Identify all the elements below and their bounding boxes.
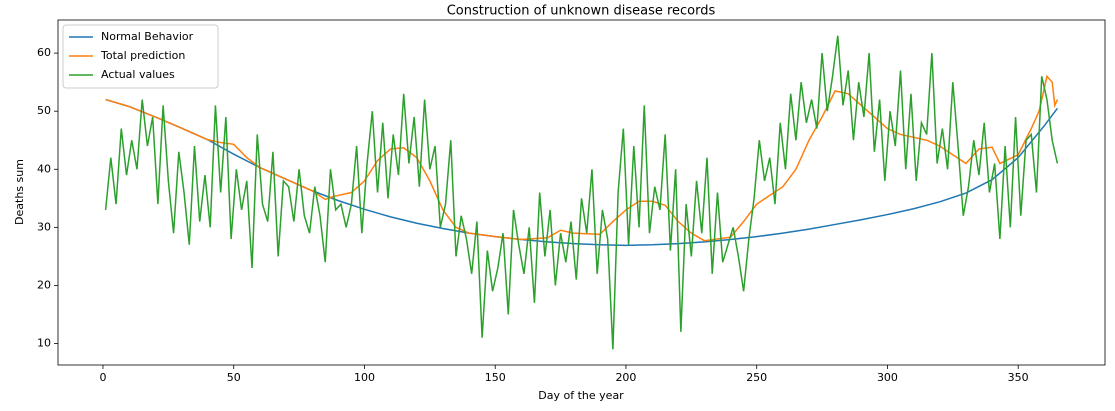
x-tick-label: 100 [354, 371, 375, 384]
x-tick-label: 50 [227, 371, 241, 384]
x-tick-label: 300 [877, 371, 898, 384]
y-tick-label: 10 [37, 337, 51, 350]
x-tick-label: 250 [746, 371, 767, 384]
legend-box [62, 24, 219, 89]
legend-label: Actual values [101, 68, 175, 81]
legend-label: Normal Behavior [101, 30, 194, 43]
chart-title: Construction of unknown disease records [447, 4, 716, 19]
y-tick-label: 20 [37, 278, 51, 291]
x-tick-label: 350 [1008, 371, 1029, 384]
series-line [105, 98, 1059, 247]
y-axis-label: Deaths sum [13, 159, 26, 225]
x-axis-label: Day of the year [538, 389, 624, 402]
y-tick-label: 60 [37, 46, 51, 59]
x-tick-label: 150 [485, 371, 506, 384]
y-tick-label: 50 [37, 104, 51, 117]
plot-frame [57, 19, 1106, 366]
x-tick-label: 200 [615, 371, 636, 384]
y-tick-label: 30 [37, 220, 51, 233]
x-tick-label: 0 [99, 371, 106, 384]
y-tick-label: 40 [37, 162, 51, 175]
legend-label: Total prediction [100, 49, 185, 62]
series-line [104, 35, 1059, 350]
